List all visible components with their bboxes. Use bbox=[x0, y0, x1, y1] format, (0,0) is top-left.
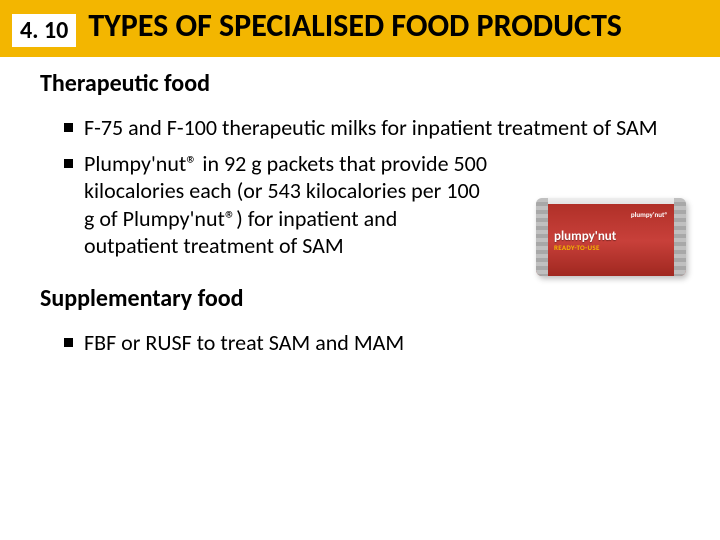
section-number-badge: 4. 10 bbox=[12, 14, 76, 47]
page-title: TYPES OF SPECIALISED FOOD PRODUCTS bbox=[88, 8, 622, 45]
bullet-list-supplementary: FBF or RUSF to treat SAM and MAM bbox=[40, 329, 680, 357]
subheading-therapeutic: Therapeutic food bbox=[40, 69, 680, 98]
header-bar: 4. 10 TYPES OF SPECIALISED FOOD PRODUCTS bbox=[0, 0, 720, 57]
packet-graphic: plumpy'nut® plumpy'nut READY-TO-USE bbox=[536, 198, 686, 276]
packet-label: plumpy'nut READY-TO-USE bbox=[554, 216, 668, 266]
packet-brand-text: plumpy'nut bbox=[554, 230, 668, 243]
list-item: F-75 and F-100 therapeutic milks for inp… bbox=[64, 114, 680, 142]
subheading-supplementary: Supplementary food bbox=[40, 284, 680, 313]
list-item: Plumpy'nut® in 92 g packets that provide… bbox=[64, 150, 494, 260]
list-item: FBF or RUSF to treat SAM and MAM bbox=[64, 329, 680, 357]
product-packet-image: plumpy'nut® plumpy'nut READY-TO-USE bbox=[536, 198, 686, 276]
packet-sub-text: READY-TO-USE bbox=[554, 243, 668, 252]
